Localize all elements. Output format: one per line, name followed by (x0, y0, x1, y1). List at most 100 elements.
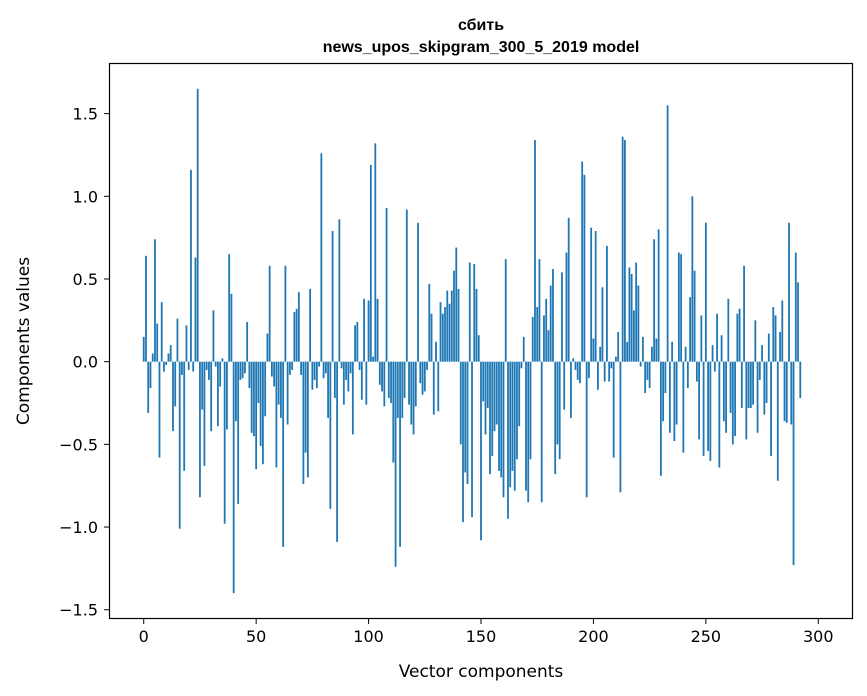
bar (423, 361, 426, 392)
bar (482, 361, 485, 402)
bar (709, 361, 712, 461)
bar (446, 290, 449, 362)
bar (525, 361, 527, 491)
bar (545, 298, 548, 362)
bar (522, 336, 525, 362)
bar (581, 161, 584, 362)
bar (358, 361, 361, 370)
x-tick-label: 100 (353, 627, 384, 646)
bar (558, 361, 561, 460)
bar (203, 361, 206, 466)
bar (156, 323, 159, 362)
bar (183, 361, 186, 471)
bar (318, 361, 321, 367)
bar (338, 219, 341, 362)
bar (588, 361, 590, 379)
bar (277, 361, 280, 405)
bar (585, 361, 588, 498)
bar (781, 300, 784, 362)
bar (284, 265, 287, 362)
bar (302, 361, 305, 485)
bar (455, 247, 458, 362)
bar (369, 164, 372, 362)
x-tick-label: 0 (139, 627, 149, 646)
x-axis-ticks: 0 50 100 150 200 250 300 (139, 618, 834, 646)
bar (567, 217, 570, 362)
bar (428, 283, 431, 362)
bar (309, 288, 312, 362)
bar (668, 361, 671, 433)
bar (765, 361, 768, 404)
bar (147, 361, 150, 413)
x-tick-label: 300 (803, 627, 834, 646)
bar (626, 341, 629, 362)
bar (513, 361, 516, 491)
bar (196, 88, 199, 362)
bar (246, 321, 249, 362)
bar (552, 269, 554, 362)
bar (727, 298, 730, 362)
bar (268, 265, 271, 362)
bar (646, 361, 649, 380)
bar (792, 361, 795, 566)
bar (459, 361, 462, 445)
bar (619, 361, 622, 493)
bar (704, 222, 707, 362)
bar (500, 361, 503, 478)
bar (396, 361, 399, 418)
bar (695, 361, 698, 382)
x-axis-label: Vector components (399, 662, 564, 682)
bar (776, 361, 779, 481)
bar (659, 361, 662, 476)
bar (208, 361, 210, 380)
bar (691, 196, 694, 362)
bar (255, 361, 258, 470)
bar (408, 361, 410, 405)
bar (794, 252, 797, 362)
bar (466, 361, 469, 485)
bar (711, 345, 714, 362)
bar (199, 361, 201, 498)
y-tick-label: 1.0 (73, 187, 98, 206)
bar (145, 255, 147, 362)
bar (378, 361, 381, 385)
bar (770, 361, 772, 456)
bar (232, 361, 235, 594)
bar (682, 361, 685, 453)
bar (734, 361, 736, 437)
chart-title: сбить (458, 17, 504, 34)
bar (448, 303, 451, 362)
bar (315, 361, 318, 389)
bar (394, 361, 397, 567)
x-tick-label: 200 (578, 627, 609, 646)
bar (743, 265, 745, 362)
bar (772, 307, 775, 362)
bar (700, 315, 703, 362)
bar (264, 361, 267, 417)
bar (293, 312, 296, 362)
bar (217, 361, 219, 427)
bar (360, 361, 363, 400)
bar (740, 361, 743, 408)
bar (534, 140, 536, 362)
bar (493, 361, 496, 432)
bar (149, 361, 152, 389)
chart-subtitle: news_upos_skipgram_300_5_2019 model (323, 39, 640, 56)
bar (502, 361, 505, 498)
bar (549, 285, 552, 362)
bar (230, 293, 233, 362)
bar (432, 361, 435, 415)
bar (657, 229, 660, 362)
bar (725, 361, 727, 433)
bar (677, 252, 680, 362)
bar (172, 361, 174, 432)
bar (606, 245, 608, 362)
bar (297, 292, 300, 362)
bar (531, 317, 534, 362)
bar (253, 361, 255, 437)
bar (363, 298, 365, 362)
bar (615, 356, 617, 362)
bar (608, 361, 611, 382)
bar (722, 361, 725, 422)
bar (486, 361, 489, 408)
